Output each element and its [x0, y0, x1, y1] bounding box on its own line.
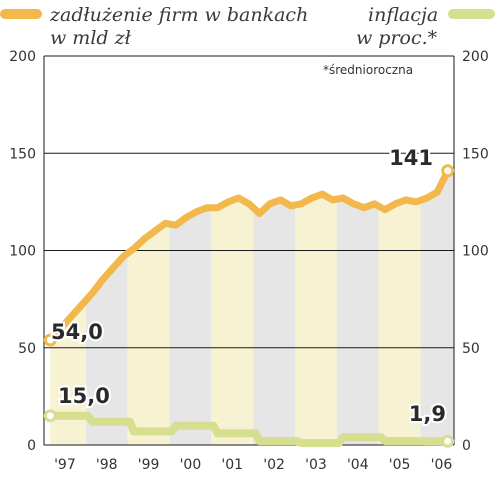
y-tick-label-right: 0 — [462, 438, 471, 454]
area-mask — [50, 56, 454, 340]
series-layer — [43, 164, 455, 448]
inflation-end-point — [441, 434, 455, 448]
x-tick-label: '03 — [305, 457, 327, 473]
axes: 0 50 100 150 200 0 50 100 150 200 '97 '98 '99 '00 '01 '… — [9, 49, 488, 473]
y-tick-label-right: 100 — [462, 244, 489, 260]
y-tick-label-left: 0 — [27, 438, 36, 454]
footnote: *średnioroczna — [323, 63, 413, 77]
y-tick-label-right: 50 — [462, 341, 480, 357]
y-tick-label-right: 150 — [462, 146, 489, 162]
legend-label-debt-line1: zadłużenie firm w bankach — [49, 4, 308, 26]
y-tick-label-left: 100 — [9, 244, 36, 260]
y-tick-label-right: 200 — [462, 49, 489, 65]
x-tick-label: '99 — [138, 457, 160, 473]
x-tick-label: '06 — [431, 457, 453, 473]
legend-swatch-inflation — [448, 9, 495, 19]
inflation-end-label: 1,9 — [409, 402, 446, 426]
debt-end-point — [441, 164, 455, 178]
y-tick-label-left: 50 — [18, 341, 36, 357]
labels-layer: 54,0 141 15,0 1,9 — [49, 144, 448, 428]
inflation-line — [46, 411, 452, 448]
debt-start-label: 54,0 — [51, 320, 103, 344]
x-tick-label: '98 — [96, 457, 118, 473]
x-tick-label: '97 — [54, 457, 76, 473]
y-tick-label-left: 150 — [9, 146, 36, 162]
legend-label-inflation-line1: inflacja — [368, 4, 438, 26]
x-tick-label: '05 — [389, 457, 411, 473]
debt-start-point — [43, 333, 57, 347]
legend-label-inflation-line2: w proc.* — [356, 27, 438, 49]
inflation-start-point — [43, 409, 57, 423]
y-tick-label-left: 200 — [9, 49, 36, 65]
x-tick-label: '04 — [347, 457, 369, 473]
debt-end-label: 141 — [389, 146, 433, 170]
inflation-start-label: 15,0 — [58, 384, 110, 408]
legend-label-debt-line2: w mld zł — [50, 27, 132, 49]
x-tick-label: '00 — [180, 457, 202, 473]
legend-swatch-debt — [0, 9, 42, 19]
debt-line — [46, 167, 452, 344]
x-tick-label: '02 — [263, 457, 285, 473]
legend: zadłużenie firm w bankach w mld zł infla… — [0, 4, 495, 49]
x-tick-label: '01 — [221, 457, 243, 473]
